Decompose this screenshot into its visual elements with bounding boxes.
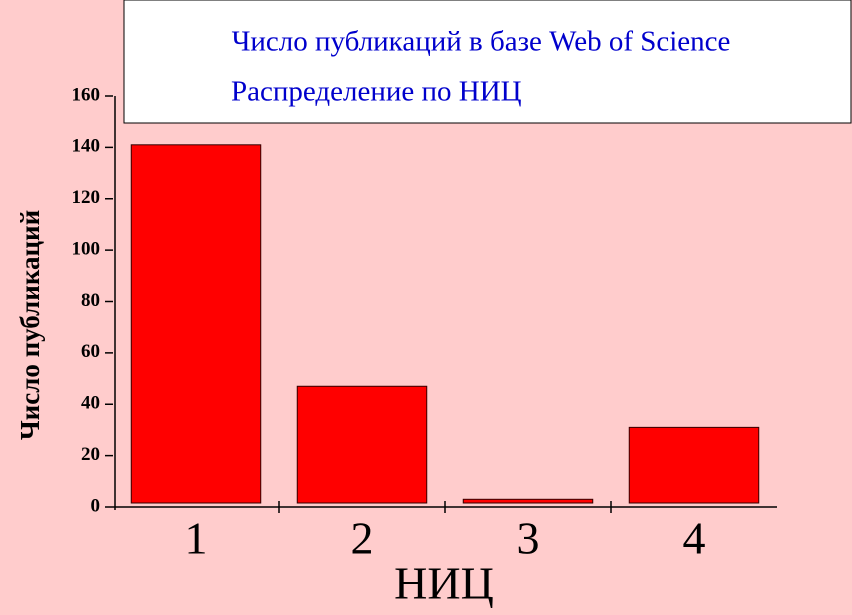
bar [628,426,760,504]
y-tick-label: 0 [91,495,101,516]
bar [462,498,594,504]
bar [130,144,262,504]
bar [296,385,428,504]
title-box [123,0,852,124]
chart-title: Число публикаций в базе Web of Science [232,26,731,58]
y-tick-label: 20 [81,444,100,465]
y-tick-label: 40 [81,393,100,414]
x-axis-label: НИЦ [394,558,494,609]
y-tick-label: 60 [81,341,100,362]
x-tick-label: 2 [351,513,374,564]
chart-subtitle: Распределение по НИЦ [231,76,522,108]
x-tick-label: 4 [683,513,706,564]
y-axis-label: Число публикаций [15,210,45,440]
x-tick-label: 1 [185,513,208,564]
x-tick-label: 3 [517,513,540,564]
y-tick-label: 120 [72,187,101,208]
y-tick-label: 140 [72,136,101,157]
y-tick-label: 80 [81,290,100,311]
y-tick-label: 160 [72,84,101,105]
y-tick-label: 100 [72,238,101,259]
